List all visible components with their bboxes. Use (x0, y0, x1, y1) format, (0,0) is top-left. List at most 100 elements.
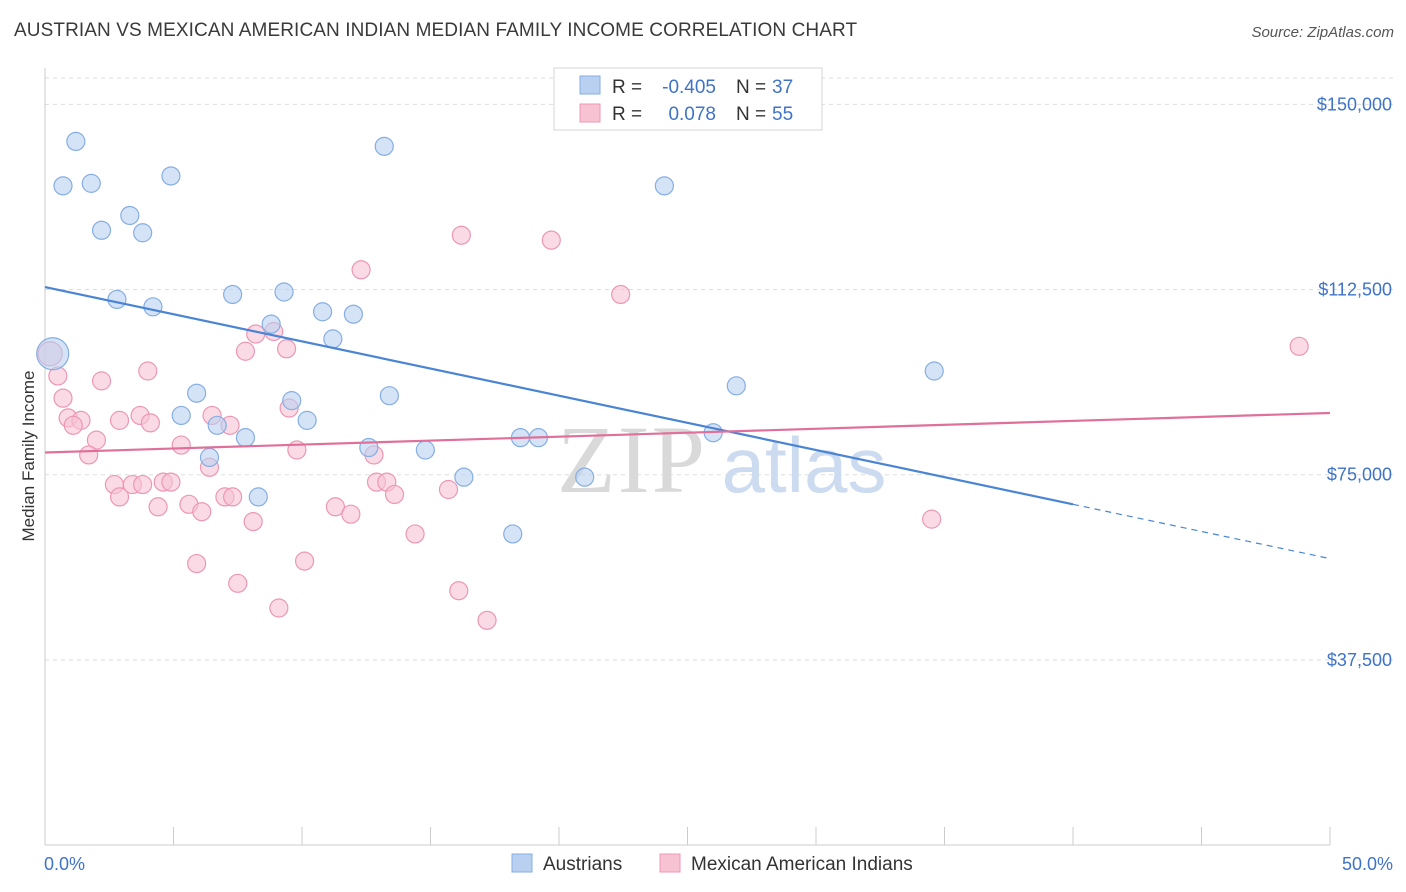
point-mexican-american-indians (351, 260, 371, 280)
point-mexican-american-indians (276, 339, 297, 359)
scatter-points (36, 131, 1309, 630)
bottom-legend-label-austrians: Austrians (543, 854, 622, 875)
point-austrians (91, 220, 112, 240)
y-tick-labels: $37,500 $75,000 $112,500 $150,000 (1317, 94, 1392, 669)
legend-n-label-2: N = (736, 104, 766, 125)
point-mexican-american-indians (341, 504, 361, 524)
point-mexican-american-indians (53, 388, 73, 408)
point-austrians (161, 166, 181, 186)
point-austrians (199, 447, 220, 468)
point-austrians (503, 524, 523, 544)
trend-line-austrians (44, 285, 1074, 506)
point-austrians (66, 131, 86, 152)
point-austrians (207, 415, 227, 435)
point-mexican-american-indians (405, 524, 425, 544)
point-austrians (107, 289, 127, 310)
bottom-legend: Austrians Mexican American Indians (511, 853, 913, 875)
point-mexican-american-indians (79, 445, 99, 465)
point-austrians (726, 376, 746, 396)
point-austrians (343, 304, 363, 324)
point-mexican-american-indians (171, 435, 191, 455)
point-austrians (120, 205, 140, 226)
point-mexican-american-indians (438, 479, 459, 500)
point-mexican-american-indians (86, 430, 107, 450)
chart-title: AUSTRIAN VS MEXICAN AMERICAN INDIAN MEDI… (14, 20, 858, 41)
x-tick-label-max: 50.0% (1342, 854, 1393, 874)
point-austrians (53, 176, 73, 196)
point-mexican-american-indians (161, 472, 181, 492)
source-label: Source: ZipAtlas.com (1251, 24, 1394, 41)
legend-r-value-1: -0.405 (662, 77, 716, 98)
legend-n-value-2: 55 (772, 104, 793, 125)
gridlines (45, 77, 1393, 661)
point-austrians (323, 329, 343, 349)
point-mexican-american-indians (187, 553, 207, 574)
point-mexican-american-indians (325, 497, 346, 517)
point-austrians (379, 386, 399, 406)
point-mexican-american-indians (235, 341, 256, 361)
point-austrians (187, 383, 207, 403)
legend-r-label-2: R = (612, 104, 642, 125)
point-mexican-american-indians (243, 511, 263, 532)
point-mexican-american-indians (228, 573, 248, 593)
point-austrians (274, 282, 294, 302)
point-austrians (171, 405, 191, 426)
bottom-legend-label-mexican-american-indians: Mexican American Indians (691, 854, 913, 875)
point-mexican-american-indians (541, 230, 561, 250)
point-mexican-american-indians (611, 284, 631, 305)
point-austrians (261, 314, 281, 334)
point-austrians (133, 223, 153, 243)
legend-n-label-1: N = (736, 77, 766, 98)
point-mexican-american-indians (1289, 336, 1309, 356)
point-austrians (235, 428, 256, 448)
y-tick-label: $37,500 (1327, 650, 1392, 670)
legend-swatch-austrians (579, 75, 601, 95)
point-mexican-american-indians (477, 610, 497, 630)
point-austrians (374, 136, 394, 156)
trend-lines (44, 285, 1331, 560)
y-axis-label: Median Family Income (19, 370, 38, 541)
point-austrians (248, 487, 268, 507)
point-mexican-american-indians (269, 598, 289, 618)
point-mexican-american-indians (192, 502, 212, 522)
watermark: ZIP atlas (557, 406, 886, 513)
point-mexican-american-indians (384, 484, 405, 505)
y-tick-label: $112,500 (1318, 280, 1392, 300)
point-mexican-american-indians (449, 581, 469, 601)
point-mexican-american-indians (294, 551, 315, 571)
point-mexican-american-indians (922, 509, 942, 529)
x-tick-labels: 0.0% 50.0% (44, 854, 1393, 874)
point-austrians (415, 440, 435, 460)
y-tick-label: $150,000 (1317, 94, 1392, 114)
point-austrians (575, 467, 595, 487)
watermark-zip: ZIP (557, 406, 707, 513)
point-austrians (454, 467, 474, 487)
point-austrians (654, 176, 674, 196)
point-mexican-american-indians (223, 487, 243, 507)
point-austrians (223, 284, 243, 305)
legend-swatch-mexican-american-indians (579, 103, 601, 123)
point-mexican-american-indians (109, 487, 130, 507)
legend-n-value-1: 37 (772, 77, 793, 98)
bottom-legend-swatch-austrians (511, 853, 533, 873)
x-tick-label-min: 0.0% (44, 854, 85, 874)
y-tick-label: $75,000 (1327, 465, 1392, 485)
point-mexican-american-indians (140, 413, 160, 433)
point-austrians (924, 361, 944, 381)
point-mexican-american-indians (91, 371, 112, 391)
point-austrians (297, 410, 317, 430)
point-austrians (312, 302, 333, 322)
axes (44, 68, 1331, 846)
trend-line-austrians-extension (1072, 503, 1331, 560)
point-mexican-american-indians (138, 361, 158, 381)
point-austrians (143, 297, 163, 317)
trend-line-mexican-american-indians (44, 411, 1331, 454)
legend-r-value-2: 0.078 (668, 104, 716, 125)
point-austrians (81, 173, 101, 193)
point-mexican-american-indians (63, 415, 83, 435)
point-austrians (36, 337, 70, 371)
bottom-legend-swatch-mexican-american-indians (659, 853, 681, 873)
legend-box: R = -0.405 N = 37 R = 0.078 N = 55 (553, 67, 823, 131)
point-mexican-american-indians (148, 497, 168, 517)
